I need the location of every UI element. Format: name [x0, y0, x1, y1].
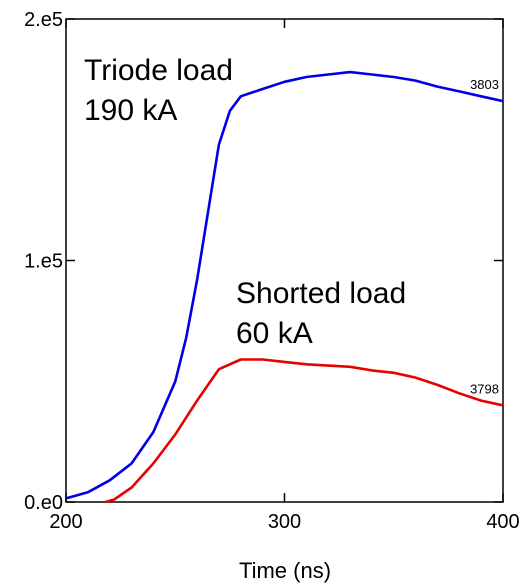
axis-ticks: [65, 18, 504, 503]
annotation-shorted-line1: Shorted load: [236, 277, 406, 310]
series-line-3798: [104, 358, 504, 504]
x-tick-label-2: 400: [486, 511, 519, 533]
x-axis-title: Time (ns): [239, 558, 331, 583]
x-tick-label-0: 200: [49, 511, 82, 533]
series-lines: [65, 70, 504, 504]
series-labels: 3803 3798: [470, 77, 499, 396]
x-tick-label-1: 300: [268, 511, 301, 533]
annotation-triode-line2: 190 kA: [84, 94, 177, 127]
series-line-3803: [65, 70, 504, 500]
annotation-shorted-line2: 60 kA: [236, 317, 313, 350]
annotation-triode-line1: Triode load: [84, 54, 233, 87]
series-label-3798: 3798: [470, 381, 499, 396]
axis-tick-labels: 200 300 400 0.e0 1.e5 2.e5: [24, 9, 520, 533]
series-label-3803: 3803: [470, 77, 499, 92]
y-tick-label-0: 0.e0: [24, 492, 63, 514]
y-tick-label-1: 1.e5: [24, 251, 63, 273]
y-tick-label-2: 2.e5: [24, 9, 63, 31]
plot-frame: [65, 18, 504, 503]
